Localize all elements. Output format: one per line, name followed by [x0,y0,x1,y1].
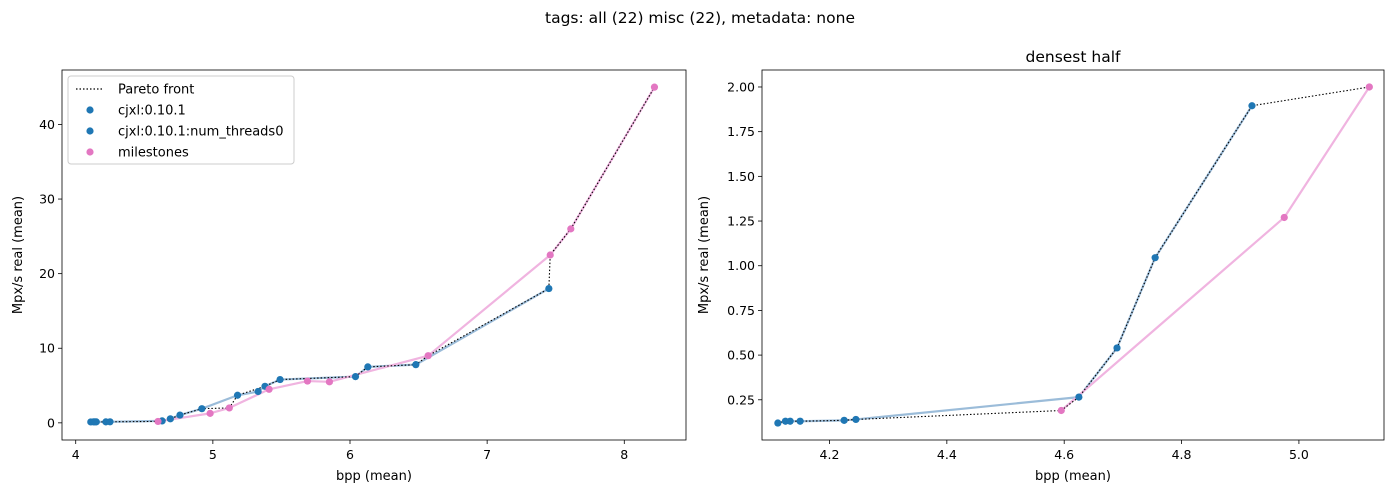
chart1-plot-area [774,83,1373,427]
chart0-milestones-point [265,385,273,393]
chart1-pareto-front-line [777,86,1370,424]
chart0-legend-item: milestones [86,146,189,161]
chart0-x-tick-label: 7 [483,447,491,462]
chart1-cjxl-point [796,417,804,425]
chart0-plot-area [87,83,659,426]
chart0-x-tick-label: 8 [620,447,628,462]
chart1-x-tick-label: 4.6 [1054,447,1074,462]
chart0-x-tick-label: 4 [72,447,80,462]
chart1-y-tick-label: 1.50 [727,169,755,184]
chart0-cjxl-point [233,391,242,399]
chart0-milestones-point [206,409,214,417]
chart0-legend-item: cjxl:0.10.1:num_threads0 [86,125,283,140]
chart1-cjxl-point [1113,344,1121,352]
chart1-cjxl-point [852,415,860,424]
chart0-x-axis-label: bpp (mean) [336,469,412,484]
chart0-cjxl-point [254,387,262,396]
chart1-x-tick-label: 4.2 [820,447,840,462]
chart0-x-ticks: 4 5 6 7 8 [72,440,628,462]
chart0-cjxl-point [106,418,114,426]
chart1-milestones-point [1057,406,1065,415]
chart1-cjxl-point [1151,254,1159,262]
chart0-legend: Pareto front cjxl:0.10.1 cjxl:0.10.1:num_t… [67,75,295,165]
chart0-cjxl-point [545,284,553,293]
right-chart-densest-half: densest half 4.2 4.4 4.6 4.8 5.0 0.25 0.50 0.75 1… [697,48,1385,484]
chart0-y-axis-label: Mpx/s real (mean) [11,196,26,314]
chart0-cjxl-point [92,418,100,426]
chart1-x-axis-label: bpp (mean) [1035,469,1111,484]
chart1-cjxl-point [840,416,848,424]
chart1-y-tick-label: 0.25 [727,392,755,407]
chart0-legend-marker-swatch [86,127,94,135]
chart0-legend-label: Pareto front [118,83,194,98]
chart0-milestones-point [546,251,554,259]
chart0-cjxl-series-line [90,287,550,424]
chart1-y-tick-label: 0.75 [727,303,755,318]
chart0-y-tick-label: 30 [39,192,55,207]
chart0-frame [61,69,687,441]
chart1-x-tick-label: 4.8 [1172,447,1192,462]
chart0-milestones-point [424,352,432,360]
chart0-y-tick-label: 20 [39,266,55,281]
chart0-milestones-point [567,225,575,233]
chart1-cjxl-series-line [777,105,1253,425]
chart0-x-tick-label: 5 [209,447,217,462]
chart1-y-tick-label: 1.75 [727,124,755,139]
chart0-pareto-front-line [90,86,655,423]
chart0-legend-label: milestones [118,146,189,161]
chart0-legend-label: cjxl:0.10.1:num_threads0 [118,125,283,140]
chart1-y-ticks: 0.25 0.50 0.75 1.00 1.25 1.50 1.75 2.00 [727,79,762,407]
chart0-legend-box [67,75,295,165]
chart1-y-tick-label: 0.50 [727,348,755,363]
left-chart: 4 5 6 7 8 0 10 20 30 40 bpp (mean) Mpx/s real (mean… [11,69,687,484]
chart0-legend-item: cjxl:0.10.1 [86,104,186,119]
chart0-cjxl-point [412,361,420,369]
chart0-cjxl-point [198,405,206,413]
chart0-cjxl-point [176,411,184,419]
chart1-milestones-point [1365,83,1373,91]
chart0-cjxl-point [276,375,284,384]
chart1-x-tick-label: 5.0 [1289,447,1309,462]
chart0-y-tick-label: 10 [39,341,55,356]
chart1-y-tick-label: 1.25 [727,214,755,229]
chart0-legend-item: Pareto front [76,83,194,98]
chart0-cjxl-point [364,363,372,371]
chart0-legend-marker-swatch [86,148,94,156]
chart1-y-tick-label: 2.00 [727,79,755,94]
chart1-y-axis-label: Mpx/s real (mean) [697,196,712,314]
chart0-milestones-point [303,377,312,385]
chart0-cjxl-point [351,372,360,381]
chart0-y-tick-label: 40 [39,117,55,132]
chart1-x-ticks: 4.2 4.4 4.6 4.8 5.0 [820,440,1309,462]
figure-suptitle: tags: all (22) misc (22), metadata: none [545,9,855,27]
chart1-cjxl-point [774,419,782,427]
chart0-legend-marker-swatch [86,106,94,114]
chart1-cjxl-point [1075,393,1083,401]
chart1-frame [761,69,1385,441]
chart0-y-ticks: 0 10 20 30 40 [39,117,62,430]
chart1-cjxl-point [1248,102,1256,110]
chart0-milestones-point [225,404,233,412]
chart0-cjxl-point [166,415,174,423]
chart1-title: densest half [1026,48,1122,66]
chart0-y-tick-label: 0 [47,415,55,430]
chart1-y-tick-label: 1.00 [727,258,755,273]
chart1-milestones-point [1280,213,1288,222]
chart0-legend-label: cjxl:0.10.1 [118,104,186,119]
chart1-cjxl-point [786,417,794,425]
chart0-milestones-point [650,83,659,91]
chart0-milestones-point [325,378,334,386]
chart0-milestones-point [154,417,162,426]
chart1-x-tick-label: 4.4 [937,447,957,462]
chart0-x-tick-label: 6 [346,447,354,462]
